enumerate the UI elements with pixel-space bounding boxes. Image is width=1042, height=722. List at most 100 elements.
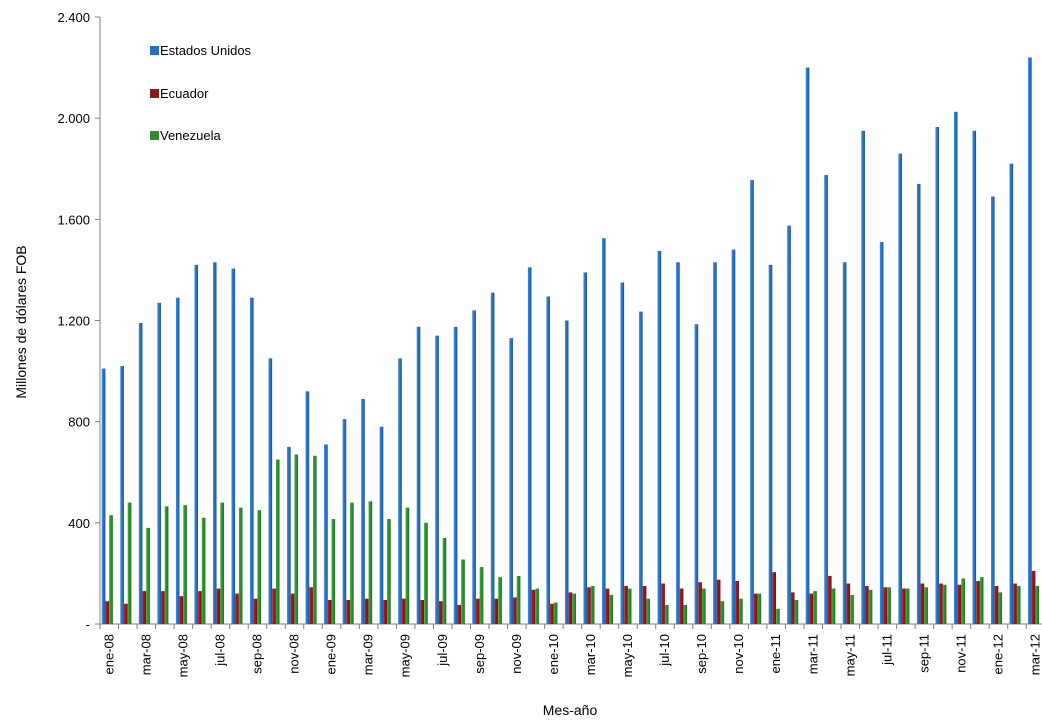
bar-estados-unidos <box>342 419 347 624</box>
bar-highlight <box>346 599 348 624</box>
bar-shadow <box>719 579 721 624</box>
bar-venezuela <box>924 587 928 624</box>
bar-shadow <box>1019 586 1021 624</box>
bar-shadow <box>682 588 684 624</box>
bar-highlight <box>109 515 111 624</box>
bar-venezuela <box>794 599 799 624</box>
bar-estados-unidos <box>564 320 569 624</box>
bar-highlight <box>405 507 407 624</box>
bar-shadow <box>167 506 169 624</box>
bar-highlight <box>957 584 959 624</box>
bar-highlight <box>583 272 585 624</box>
bar-shadow <box>738 581 739 624</box>
bar-highlight <box>590 586 593 624</box>
bar-ecuador <box>346 599 350 624</box>
bar-venezuela <box>998 592 1002 624</box>
plot-area: - 400 800 1.200 1.600 2.000 2.400 ene-08 mar-08 m… <box>57 10 1042 677</box>
bar-highlight <box>605 588 607 624</box>
bar-shadow <box>482 567 484 624</box>
bar-shadow <box>982 577 984 624</box>
bar-ecuador <box>290 593 295 624</box>
bar-shadow <box>978 581 980 624</box>
bar-highlight <box>213 262 215 624</box>
bar-ecuador <box>179 596 184 624</box>
bar-estados-unidos <box>287 446 291 624</box>
bar-shadow <box>160 302 161 624</box>
bar-highlight <box>568 592 570 624</box>
bar-ecuador <box>309 587 313 624</box>
bar-shadow <box>367 598 369 624</box>
bar-highlight <box>805 67 808 625</box>
bar-highlight <box>665 605 667 624</box>
bar-venezuela <box>238 507 243 624</box>
bar-shadow <box>938 127 940 625</box>
bar-shadow <box>256 598 258 624</box>
bar-highlight <box>998 592 1000 624</box>
bar-highlight <box>476 598 478 624</box>
bar-ecuador <box>105 601 110 624</box>
bar-estados-unidos <box>916 183 921 625</box>
bar-estados-unidos <box>101 368 106 624</box>
bar-highlight <box>1013 583 1015 624</box>
bar-venezuela <box>572 593 576 624</box>
bar-shadow <box>515 597 517 624</box>
bar-highlight <box>164 506 167 624</box>
bar-highlight <box>809 593 811 624</box>
bar-ecuador <box>142 591 147 624</box>
bar-venezuela <box>387 519 391 624</box>
bar-shadow <box>1034 570 1036 624</box>
bar-shadow <box>723 601 725 624</box>
bar-shadow <box>493 292 495 624</box>
bar-venezuela <box>553 602 558 624</box>
bar-shadow <box>260 510 261 624</box>
bar-ecuador <box>624 586 628 624</box>
bar-highlight <box>416 326 419 624</box>
bar-highlight <box>661 583 663 624</box>
bar-shadow <box>456 326 458 624</box>
x-tick-label: ene-12 <box>991 634 1006 674</box>
bar-ecuador <box>957 584 962 624</box>
bar-shadow <box>241 507 243 624</box>
bar-estados-unidos <box>787 225 791 624</box>
bar-highlight <box>979 577 982 624</box>
bar-highlight <box>401 598 404 624</box>
bar-venezuela <box>201 517 206 624</box>
bar-highlight <box>920 583 922 624</box>
bar-estados-unidos <box>453 326 458 624</box>
bar-shadow <box>608 588 610 624</box>
legend-swatch-ecuador <box>150 89 159 98</box>
bar-highlight <box>105 601 107 624</box>
bar-estados-unidos <box>694 324 699 624</box>
bar-ecuador <box>920 583 925 624</box>
bar-shadow <box>571 592 573 624</box>
bar-ecuador <box>661 583 665 624</box>
bar-highlight <box>794 599 796 624</box>
bar-highlight <box>961 578 963 624</box>
bar-highlight <box>572 593 574 624</box>
bar-estados-unidos <box>213 262 217 624</box>
bar-shadow <box>163 591 165 624</box>
bar-estados-unidos <box>138 323 143 624</box>
bar-highlight <box>179 596 181 624</box>
bar-highlight <box>553 602 556 624</box>
bar-highlight <box>887 587 889 624</box>
bar-shadow <box>145 591 147 624</box>
x-tick-label: sep-11 <box>916 634 931 673</box>
bar-highlight <box>257 510 259 624</box>
bar-shadow <box>1015 583 1017 624</box>
bar-estados-unidos <box>861 130 865 624</box>
bar-highlight <box>398 358 400 624</box>
bar-ecuador <box>513 597 517 624</box>
bar-ecuador <box>753 593 758 624</box>
bar-highlight <box>935 127 937 625</box>
bar-shadow <box>667 605 669 624</box>
bar-ecuador <box>476 598 480 624</box>
bar-ecuador <box>550 603 554 624</box>
bar-highlight <box>127 502 130 624</box>
bar-shadow <box>975 130 977 624</box>
bar-shadow <box>901 153 902 624</box>
bar-estados-unidos <box>768 264 773 624</box>
bar-venezuela <box>1035 586 1040 624</box>
bar-highlight <box>1009 163 1011 625</box>
bar-highlight <box>531 589 533 624</box>
